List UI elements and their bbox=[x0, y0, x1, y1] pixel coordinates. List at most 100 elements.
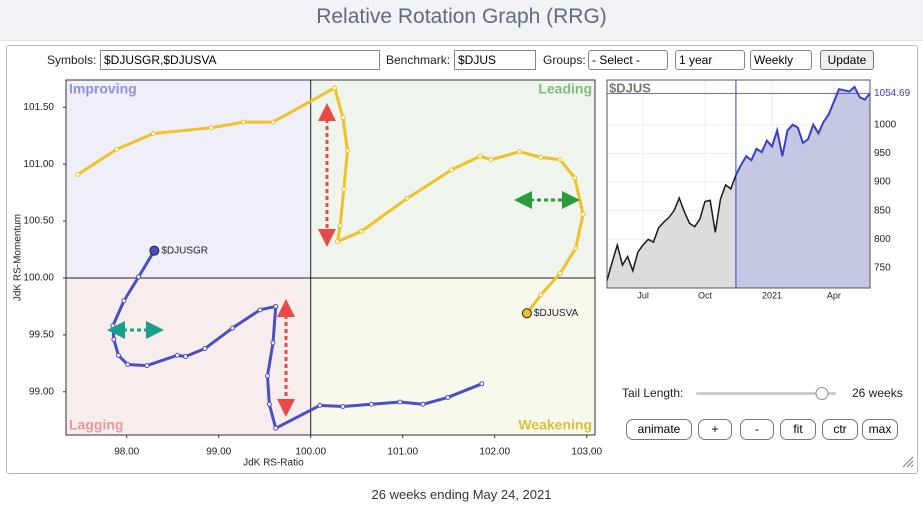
x-tick-label: 103.00 bbox=[571, 447, 602, 458]
y-tick-label: 99.50 bbox=[29, 330, 54, 341]
series-point bbox=[479, 381, 485, 387]
series-point bbox=[538, 154, 544, 160]
series-point bbox=[266, 401, 272, 407]
groups-select[interactable]: - Select - bbox=[588, 50, 668, 70]
page-title: Relative Rotation Graph (RRG) bbox=[316, 5, 607, 28]
x-tick-label: 102.00 bbox=[479, 447, 510, 458]
symbols-label: Symbols: bbox=[47, 53, 97, 67]
slider-knob[interactable] bbox=[815, 387, 829, 400]
series-line bbox=[735, 85, 871, 176]
series-point bbox=[445, 394, 451, 400]
control-button[interactable]: + bbox=[698, 419, 732, 440]
series-point bbox=[340, 115, 346, 121]
quadrant-label: Improving bbox=[69, 81, 137, 97]
series-point bbox=[230, 325, 236, 331]
series-point bbox=[341, 186, 347, 192]
series-head bbox=[149, 245, 160, 256]
plot-frame bbox=[65, 79, 596, 436]
series-point bbox=[110, 323, 116, 329]
y-tick-label: 100.00 bbox=[23, 273, 54, 284]
series-point bbox=[183, 353, 189, 359]
x-tick-label: 99.00 bbox=[206, 447, 231, 458]
series-point bbox=[488, 157, 494, 163]
x-tick-label: 2021 bbox=[762, 290, 782, 300]
series-name: $DJUS bbox=[609, 80, 651, 95]
benchmark-chart: Jul Oct 2021 Apr 750 800 850 900 950 1000 1054.69 $… bbox=[606, 79, 911, 300]
quadrant-label: Weakening bbox=[518, 417, 592, 433]
series-point bbox=[174, 352, 180, 358]
series-point bbox=[517, 149, 523, 155]
series-point bbox=[572, 175, 578, 181]
series-point bbox=[340, 404, 346, 410]
quadrant-label: Lagging bbox=[69, 417, 123, 433]
header-bar bbox=[0, 0, 923, 41]
control-button[interactable]: max bbox=[862, 419, 898, 440]
x-tick-label: 98.00 bbox=[114, 447, 139, 458]
x-tick-label: Oct bbox=[698, 290, 713, 300]
y-tick-label: 101.50 bbox=[23, 102, 54, 113]
series-point bbox=[257, 307, 263, 313]
series-point bbox=[75, 171, 81, 177]
series-point bbox=[114, 146, 120, 152]
plot-frame bbox=[606, 79, 871, 289]
x-tick-label: 101.00 bbox=[387, 447, 418, 458]
series-line bbox=[77, 86, 585, 315]
series-point bbox=[136, 274, 142, 280]
series-point bbox=[573, 245, 579, 251]
panel bbox=[6, 45, 918, 474]
series-point bbox=[273, 425, 279, 431]
y-tick-label: 950 bbox=[874, 148, 891, 159]
tail-slider[interactable] bbox=[696, 387, 836, 400]
series-point bbox=[150, 130, 156, 136]
series-point bbox=[202, 346, 208, 352]
quadrant bbox=[66, 80, 311, 278]
series-point bbox=[580, 211, 586, 217]
benchmark-input[interactable]: $DJUS bbox=[454, 50, 536, 70]
x-axis-label: JdK RS-Ratio bbox=[243, 458, 304, 469]
benchmark-label: Benchmark: bbox=[386, 53, 451, 67]
quadrant-label: Leading bbox=[538, 81, 592, 97]
footer: 26 weeks ending May 24, 2021 bbox=[371, 487, 552, 502]
symbols-input[interactable]: $DJUSGR,$DJUSVA bbox=[100, 50, 380, 70]
series-point bbox=[557, 270, 563, 276]
y-tick-label: 900 bbox=[874, 177, 891, 188]
series-point bbox=[334, 239, 340, 245]
series-point bbox=[358, 228, 364, 234]
frequency-select[interactable]: Weekly bbox=[750, 50, 812, 70]
series-head bbox=[521, 308, 532, 319]
series-point bbox=[368, 401, 374, 407]
series-point bbox=[270, 119, 276, 125]
y-tick-label: 100.50 bbox=[23, 216, 54, 227]
last-value-label: 1054.69 bbox=[874, 88, 911, 99]
rrg-chart: Improving Leading Lagging Weakening 98.00 99.… bbox=[13, 79, 602, 469]
x-tick-label: Jul bbox=[637, 290, 649, 300]
series-point bbox=[557, 157, 563, 163]
y-tick-label: 800 bbox=[874, 234, 891, 245]
series-line bbox=[606, 174, 737, 281]
series-point bbox=[270, 340, 276, 346]
series-point bbox=[264, 373, 270, 379]
series-point bbox=[121, 298, 127, 304]
series-point bbox=[241, 119, 247, 125]
series-point bbox=[345, 148, 351, 154]
y-tick-label: 750 bbox=[874, 263, 891, 274]
series-point bbox=[115, 352, 121, 358]
y-axis-label: JdK RS-Momentum bbox=[13, 214, 24, 301]
control-button[interactable]: fit bbox=[780, 419, 816, 440]
period-select[interactable]: 1 year bbox=[675, 50, 745, 70]
series-point bbox=[332, 85, 338, 91]
control-button[interactable]: - bbox=[740, 419, 774, 440]
control-button[interactable]: ctr bbox=[822, 419, 858, 440]
area-highlight bbox=[735, 86, 870, 288]
series-point bbox=[420, 401, 426, 407]
series-point bbox=[404, 195, 410, 201]
slider-track bbox=[696, 392, 836, 395]
series-point bbox=[538, 292, 544, 298]
tail-value: 26 weeks bbox=[852, 386, 903, 400]
series-point bbox=[317, 402, 323, 408]
update-button[interactable]: Update bbox=[820, 50, 874, 70]
control-button[interactable]: animate bbox=[626, 419, 692, 440]
series-point bbox=[111, 336, 117, 342]
